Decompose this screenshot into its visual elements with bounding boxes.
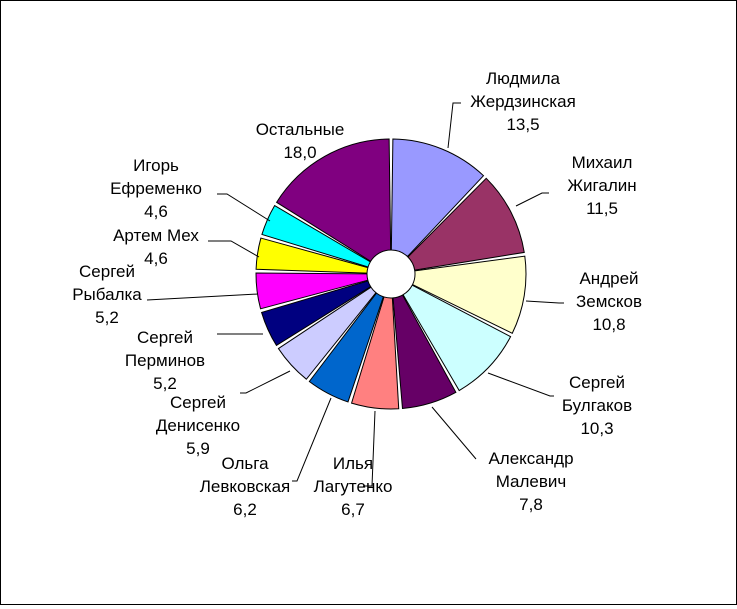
slice-label-line: Михаил: [572, 153, 633, 172]
slice-label: Артем Мех 4,6: [113, 226, 199, 268]
pie-slices: [255, 138, 527, 410]
slice-label-line: 18,0: [283, 143, 316, 162]
slice-label-line: 4,6: [144, 202, 168, 221]
pie-slice: [350, 296, 400, 410]
pie-slice: [392, 294, 457, 410]
pie-slice: [308, 292, 384, 403]
slice-label: Сергей Денисенко 5,9: [156, 393, 240, 458]
pie-slice: [407, 177, 525, 271]
leader-line: [208, 240, 260, 258]
slice-label: Сергей Булгаков 10,3: [562, 373, 632, 438]
slice-label-line: 6,7: [341, 500, 365, 519]
slice-label-line: 13,5: [506, 115, 539, 134]
pie-slice: [255, 237, 369, 274]
slice-label-line: 6,2: [233, 500, 257, 519]
leader-line: [487, 372, 554, 397]
slice-label-line: Игорь: [133, 156, 179, 175]
pie-slice: [402, 284, 512, 392]
slice-label-line: Илья: [333, 454, 373, 473]
slice-label: Ольга Левковская 6,2: [200, 454, 291, 519]
slice-label-line: 5,9: [186, 439, 210, 458]
slice-label-line: Сергей: [569, 373, 625, 392]
slice-label-line: Булгаков: [562, 396, 632, 415]
slice-label-line: 5,2: [153, 374, 177, 393]
leader-line: [431, 406, 477, 460]
pie-slice: [255, 272, 369, 310]
slice-label: Сергей Рыбалка 5,2: [72, 262, 142, 327]
slice-label-line: Жигалин: [567, 176, 636, 195]
slice-label-line: Людмила: [486, 69, 561, 88]
slice-label-line: 5,2: [95, 308, 119, 327]
pie-slice: [260, 280, 372, 347]
slice-label-line: Перминов: [125, 351, 205, 370]
leader-lines: [146, 102, 564, 487]
slice-label: Сергей Перминов 5,2: [125, 328, 205, 393]
slice-label-line: Рыбалка: [72, 285, 142, 304]
slice-label-line: Артем Мех: [113, 226, 199, 245]
leader-line: [240, 370, 291, 394]
slice-label-line: Жердзинская: [470, 92, 576, 111]
pie-slice: [275, 138, 392, 262]
pie-slice: [390, 138, 485, 258]
data-labels: Людмила Жердзинская 13,5 Михаил Жигалин 11,5 А…: [72, 69, 642, 519]
pie-slice: [411, 255, 527, 334]
slice-label-line: Ефременко: [110, 179, 202, 198]
slice-label-line: Александр: [488, 449, 573, 468]
slice-label: Михаил Жигалин 11,5: [567, 153, 636, 218]
leader-line: [525, 300, 564, 304]
slice-label: Александр Малевич 7,8: [488, 449, 573, 514]
pie-slice: [261, 204, 371, 268]
slice-label-line: Земсков: [576, 292, 642, 311]
slice-label: Илья Лагутенко 6,7: [314, 454, 393, 519]
leader-line: [363, 410, 376, 487]
slice-label-line: Сергей: [79, 262, 135, 281]
leader-line: [292, 397, 332, 482]
slice-label: Остальные 18,0: [256, 120, 345, 162]
slice-label-line: Андрей: [579, 269, 638, 288]
slice-label-line: Сергей: [137, 328, 193, 347]
slice-label: Андрей Земсков 10,8: [576, 269, 642, 334]
slice-label: Людмила Жердзинская 13,5: [470, 69, 576, 134]
slice-label-line: 7,8: [519, 495, 543, 514]
leader-line: [447, 102, 461, 149]
slice-label-line: Остальные: [256, 120, 345, 139]
slice-label-line: Лагутенко: [314, 477, 393, 496]
slice-label-line: 4,6: [144, 249, 168, 268]
leader-line: [146, 293, 259, 301]
slice-label-line: 10,3: [580, 419, 613, 438]
slice-label-line: Ольга: [221, 454, 269, 473]
leader-line: [217, 193, 271, 222]
slice-label-line: Малевич: [496, 472, 567, 491]
leader-line: [515, 192, 549, 207]
slice-label: Игорь Ефременко 4,6: [110, 156, 202, 221]
slice-label-line: Сергей: [170, 393, 226, 412]
slice-label-line: Левковская: [200, 477, 291, 496]
slice-label-line: Денисенко: [156, 416, 240, 435]
pie-slice: [277, 286, 377, 380]
slice-label-line: 10,8: [592, 315, 625, 334]
slice-label-line: 11,5: [586, 199, 618, 218]
